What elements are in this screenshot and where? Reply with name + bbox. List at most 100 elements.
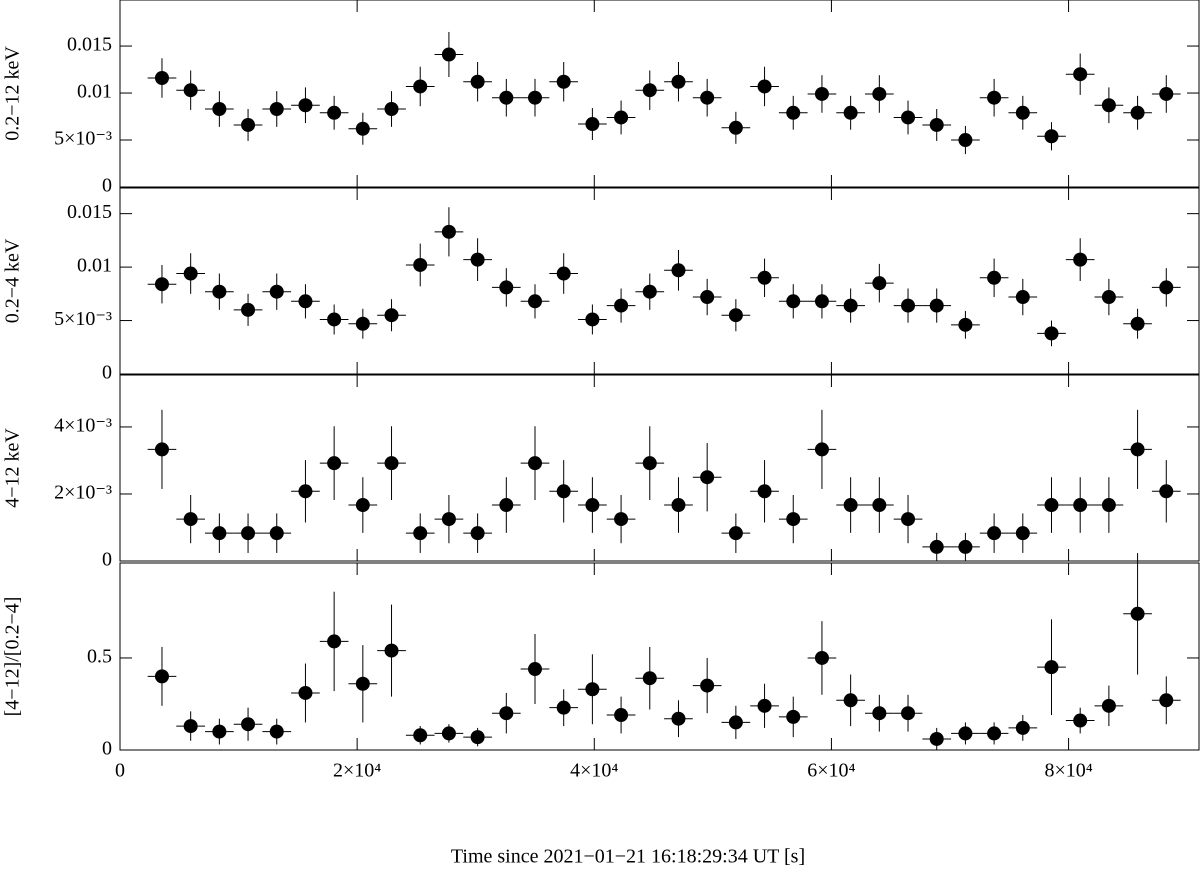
data-point — [958, 539, 973, 554]
data-point — [183, 512, 198, 527]
data-point — [728, 715, 743, 730]
data-point — [958, 726, 973, 741]
data-point — [700, 90, 715, 105]
data-point — [1073, 67, 1088, 82]
data-point — [183, 266, 198, 281]
data-point — [355, 316, 370, 331]
y-axis-label: 4−12 keV — [2, 428, 24, 508]
data-point — [298, 98, 313, 113]
data-point — [872, 706, 887, 721]
data-point — [614, 110, 629, 125]
data-point — [499, 280, 514, 295]
data-point — [987, 90, 1002, 105]
x-axis-label: Time since 2021−01−21 16:18:29:34 UT [s] — [451, 846, 805, 868]
data-point — [1101, 290, 1116, 305]
data-point — [786, 512, 801, 527]
data-point — [556, 74, 571, 89]
data-point — [1044, 498, 1059, 513]
data-point — [585, 498, 600, 513]
y-tick-label: 0.015 — [67, 201, 112, 223]
data-point — [1101, 498, 1116, 513]
data-point — [441, 224, 456, 239]
data-point — [1130, 105, 1145, 120]
x-tick-label: 2×10⁴ — [333, 760, 381, 782]
y-tick-label: 0.01 — [77, 81, 112, 103]
data-point — [1130, 442, 1145, 457]
data-point — [413, 257, 428, 272]
data-point — [355, 676, 370, 691]
data-point — [585, 117, 600, 132]
data-point — [384, 643, 399, 658]
data-point — [642, 83, 657, 98]
data-point — [413, 79, 428, 94]
data-point — [700, 678, 715, 693]
data-point — [1159, 280, 1174, 295]
data-point — [212, 102, 227, 117]
data-point — [642, 456, 657, 471]
data-point — [212, 526, 227, 541]
data-point — [183, 719, 198, 734]
data-point — [814, 294, 829, 309]
data-point — [298, 484, 313, 499]
data-point — [958, 133, 973, 148]
data-point — [987, 726, 1002, 741]
data-point — [700, 470, 715, 485]
data-point — [1073, 252, 1088, 267]
data-point — [327, 105, 342, 120]
data-point — [556, 484, 571, 499]
data-point — [241, 717, 256, 732]
data-point — [1044, 326, 1059, 341]
data-point — [269, 102, 284, 117]
data-point — [441, 47, 456, 62]
data-point — [499, 90, 514, 105]
data-point — [528, 456, 542, 471]
data-point — [470, 74, 485, 89]
data-point — [671, 263, 686, 278]
data-point — [671, 74, 686, 89]
data-point — [728, 120, 743, 135]
x-tick-label: 6×10⁴ — [807, 760, 855, 782]
y-tick-label: 5×10⁻³ — [54, 128, 112, 150]
data-point — [843, 498, 858, 513]
data-point — [528, 294, 542, 309]
data-point — [843, 693, 858, 708]
y-tick-label: 4×10⁻³ — [54, 415, 112, 437]
data-point — [241, 302, 256, 317]
data-point — [269, 526, 284, 541]
data-point — [872, 86, 887, 101]
data-point — [1159, 86, 1174, 101]
data-point — [241, 526, 256, 541]
x-tick-label: 0 — [115, 760, 125, 782]
data-point — [786, 294, 801, 309]
panel-frame — [119, 187, 1200, 375]
y-tick-label: 0.015 — [67, 34, 112, 56]
data-point — [384, 308, 399, 323]
data-point — [1015, 526, 1030, 541]
data-point — [1159, 693, 1174, 708]
data-point — [1044, 129, 1059, 144]
y-tick-label: 2×10⁻³ — [54, 482, 112, 504]
data-point — [901, 298, 916, 313]
data-point — [384, 456, 399, 471]
data-point — [441, 726, 456, 741]
data-point — [814, 442, 829, 457]
x-tick-label: 4×10⁴ — [570, 760, 618, 782]
data-point — [470, 252, 485, 267]
data-point — [614, 708, 629, 723]
y-tick-label: 0 — [102, 738, 112, 760]
data-point — [528, 90, 542, 105]
panel-frame — [119, 562, 1200, 751]
y-tick-label: 0 — [102, 175, 112, 197]
data-point — [556, 700, 571, 715]
x-tick-label: 8×10⁴ — [1044, 760, 1092, 782]
data-point — [327, 456, 342, 471]
data-point — [556, 266, 571, 281]
data-point — [757, 79, 772, 94]
data-point — [1130, 316, 1145, 331]
data-point — [929, 539, 944, 554]
data-point — [154, 277, 169, 292]
data-point — [901, 110, 916, 125]
data-point — [154, 669, 169, 684]
data-point — [1101, 98, 1116, 113]
